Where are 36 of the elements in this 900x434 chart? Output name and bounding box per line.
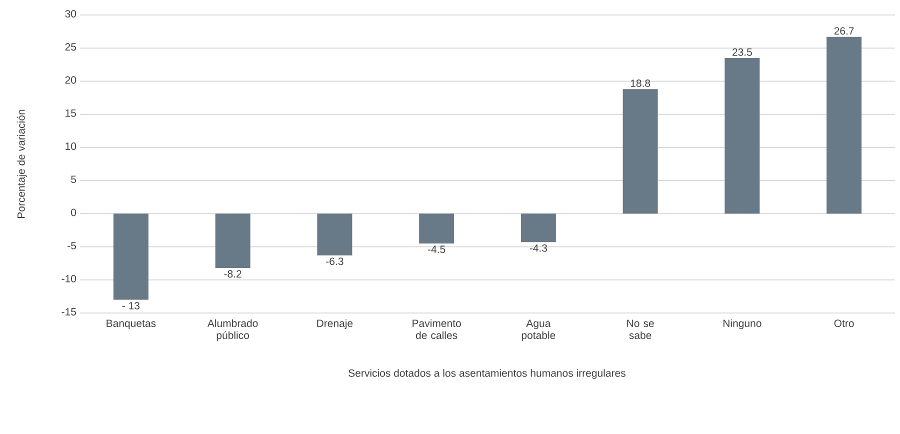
x-tick-label: Ninguno [723, 319, 762, 330]
y-axis-title: Porcentaje de variación [17, 110, 27, 218]
bar [317, 214, 352, 256]
x-tick-label: Otro [834, 320, 854, 328]
data-label: 18.8 [630, 80, 650, 87]
y-tick-label: 0 [71, 208, 76, 216]
bar [826, 36, 862, 214]
y-tick-label: -15 [62, 308, 76, 316]
x-tick-label: Agua potable [522, 320, 556, 342]
bar [622, 89, 658, 214]
data-label: 26.7 [834, 27, 854, 35]
y-tick-label: -5 [68, 242, 76, 250]
bar [724, 58, 760, 214]
bar [113, 214, 148, 300]
bar [520, 214, 556, 242]
x-axis-title: Servicios dotados a los asentamientos humanos irregulares [348, 369, 626, 379]
x-tick-label: Alumbrado público [207, 319, 258, 342]
y-tick-label: 10 [66, 142, 76, 150]
y-tick-label: 20 [65, 76, 76, 84]
y-tick-label: -10 [62, 274, 76, 282]
bar [215, 214, 250, 268]
data-label: - 13 [122, 302, 140, 310]
x-tick-label: Banquetas [106, 320, 156, 330]
y-tick-label: 15 [66, 110, 76, 117]
y-tick-label: 25 [65, 43, 76, 51]
x-tick-label: Drenaje [317, 319, 353, 330]
data-label: -4.3 [530, 244, 548, 252]
data-label: -8.2 [224, 270, 242, 278]
y-tick-label: 5 [71, 176, 76, 184]
data-label: 23.5 [732, 48, 752, 56]
x-tick-label: No se sabe [627, 320, 654, 340]
data-label: -4.5 [428, 246, 446, 253]
bar [419, 214, 454, 244]
y-tick-label: 30 [65, 10, 76, 18]
data-label: -6.3 [326, 258, 344, 266]
x-tick-label: Pavimento de calles [412, 319, 461, 340]
